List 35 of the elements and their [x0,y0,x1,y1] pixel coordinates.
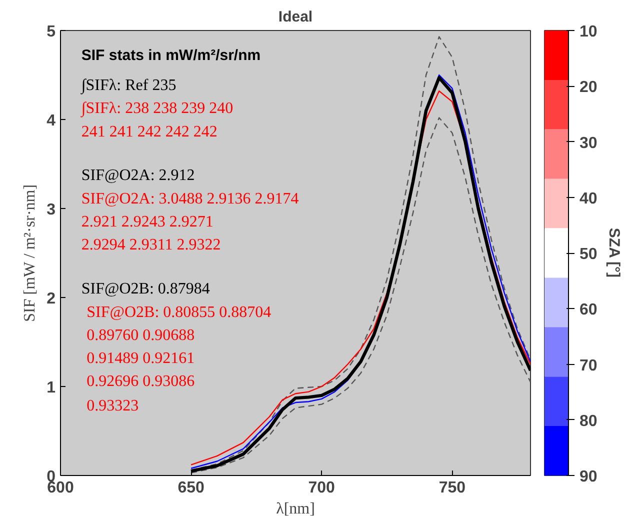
color-bar-label: 50 [580,246,598,263]
annotation: ∫SIFλ: 238 238 239 240 [80,100,234,118]
annotation: SIF stats in mW/m²/sr/nm [81,46,261,64]
y-tick-label: 5 [46,24,56,40]
annotation: 2.9294 2.9311 2.9322 [81,236,221,254]
annotation: 0.91489 0.92161 [86,350,195,368]
x-axis-title: λ[nm] [276,500,315,518]
annotation: 241 241 242 242 242 [81,123,218,140]
color-bar-label: 80 [580,412,598,430]
chart-title: Ideal [278,8,313,26]
annotation: SIF@O2A: 3.0488 2.9136 2.9174 [81,190,299,208]
y-tick-label: 4 [46,112,56,130]
x-tick-label: 750 [438,480,466,496]
color-bar-label: 20 [580,79,598,96]
annotation: 0.89760 0.90688 [86,326,195,344]
annotation: ∫SIFλ: Ref 235 [80,77,176,95]
x-tick-label: 700 [308,480,336,496]
annotation: SIF@O2B: 0.80855 0.88704 [86,304,272,321]
annotation: SIF@O2B: 0.87984 [81,280,210,298]
color-bar-label: 40 [580,190,598,208]
color-bar-label: 30 [580,134,598,152]
y-axis-title: SIF [mW / m²·sr·nm] [22,184,39,322]
annotation: 0.92696 0.93086 [86,373,195,390]
annotation: SIF@O2A: 2.912 [81,167,195,184]
color-bar-label: 70 [580,357,598,374]
y-tick-label: 3 [46,202,56,218]
color-bar-label: 60 [580,302,598,319]
annotation: 0.93323 [86,397,139,414]
annotation: 2.921 2.9243 2.9271 [81,214,214,231]
y-tick-label: 1 [46,380,56,396]
x-tick-label: 650 [178,480,205,496]
color-bar-label: 90 [580,468,598,486]
color-bar-title: SZA [°] [605,228,622,278]
y-tick-label: 2 [46,290,56,308]
color-bar-label: 10 [580,24,598,40]
